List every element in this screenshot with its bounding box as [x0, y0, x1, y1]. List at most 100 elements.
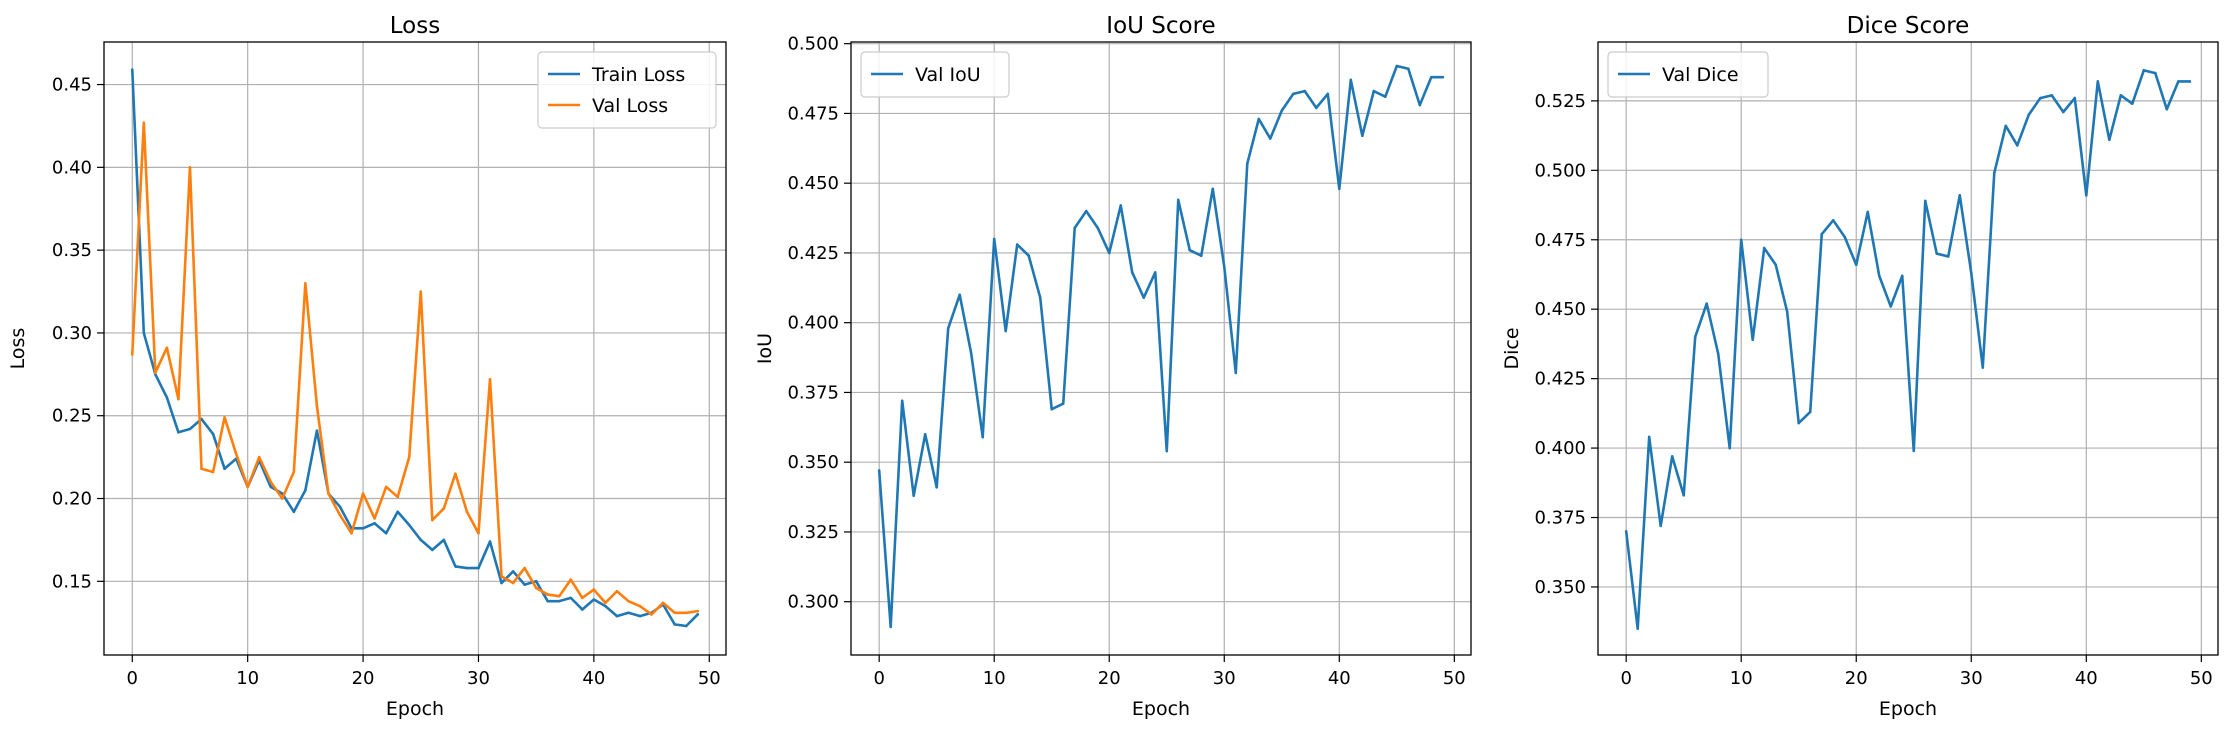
- x-tick-label: 40: [582, 668, 605, 689]
- data-point: [465, 510, 469, 514]
- data-point: [1073, 226, 1077, 230]
- data-point: [1004, 329, 1008, 333]
- data-point: [188, 427, 192, 431]
- data-point: [1946, 255, 1950, 258]
- data-point: [1808, 410, 1812, 414]
- data-point: [2073, 96, 2077, 100]
- data-point: [615, 589, 619, 593]
- data-point: [373, 517, 376, 520]
- data-point: [638, 614, 642, 618]
- y-tick-label: 0.475: [787, 103, 839, 124]
- legend-label: Val Loss: [592, 95, 668, 117]
- data-point: [604, 604, 607, 608]
- data-point: [246, 485, 249, 489]
- data-point: [350, 531, 353, 535]
- data-point: [2188, 80, 2192, 83]
- data-point: [1234, 371, 1238, 375]
- data-point: [2038, 96, 2042, 100]
- data-point: [2084, 194, 2088, 197]
- data-point: [431, 548, 434, 552]
- data-point: [1199, 254, 1203, 258]
- data-point: [615, 614, 619, 618]
- series-line-val-dice: [1624, 69, 2192, 630]
- data-point: [684, 624, 688, 628]
- data-point: [546, 599, 550, 603]
- axes-frame: [1597, 41, 2219, 656]
- data-point: [292, 510, 296, 514]
- y-tick-label: 0.450: [787, 173, 839, 194]
- data-point: [1165, 449, 1169, 453]
- data-point: [1981, 366, 1985, 369]
- data-point: [1797, 421, 1801, 425]
- data-point: [1636, 627, 1639, 630]
- data-point: [877, 469, 881, 472]
- data-point: [1326, 92, 1330, 96]
- data-point: [946, 326, 950, 330]
- data-point: [1084, 209, 1088, 213]
- data-point: [1314, 106, 1318, 110]
- data-point: [2050, 94, 2054, 97]
- data-point: [1361, 134, 1364, 138]
- data-point: [442, 507, 446, 510]
- data-point: [2108, 138, 2111, 142]
- y-tick-label: 0.475: [1534, 230, 1586, 251]
- data-point: [1337, 187, 1341, 191]
- data-point: [431, 518, 434, 522]
- data-point: [581, 596, 584, 600]
- chart-title: IoU Score: [1106, 13, 1215, 39]
- data-point: [142, 121, 146, 124]
- legend: Train Loss Val Loss: [537, 51, 717, 129]
- data-point: [534, 580, 538, 583]
- y-tick-label: 0.500: [787, 34, 839, 55]
- data-point: [1889, 305, 1893, 308]
- data-point: [1050, 407, 1054, 411]
- data-point: [223, 467, 226, 471]
- y-tick-label: 0.350: [787, 452, 839, 473]
- data-point: [142, 331, 146, 335]
- data-point: [1349, 78, 1353, 82]
- data-point: [234, 452, 238, 456]
- x-axis-label: Epoch: [386, 698, 444, 720]
- data-point: [1096, 226, 1100, 230]
- y-tick-label: 0.40: [52, 157, 92, 178]
- data-point: [627, 611, 630, 615]
- y-axis-label: Dice: [1501, 327, 1523, 369]
- data-point: [696, 609, 700, 613]
- y-tick-label: 0.375: [1534, 508, 1586, 529]
- y-tick-label: 0.20: [52, 489, 92, 510]
- data-point: [627, 599, 630, 603]
- y-tick-label: 0.450: [1534, 299, 1586, 320]
- y-tick-label: 0.25: [52, 406, 92, 427]
- data-point: [511, 581, 515, 585]
- data-point: [1647, 435, 1651, 439]
- data-point: [523, 583, 526, 586]
- x-tick-label: 0: [127, 668, 138, 689]
- data-point: [912, 494, 915, 497]
- data-point: [257, 455, 261, 459]
- data-point: [1900, 274, 1904, 278]
- data-point: [1923, 199, 1927, 203]
- y-axis-label: IoU: [754, 333, 776, 364]
- data-point: [396, 510, 399, 514]
- data-point: [592, 598, 596, 601]
- x-tick-label: 30: [1213, 668, 1236, 689]
- y-tick-label: 0.30: [52, 323, 92, 344]
- y-axis-label: Loss: [7, 328, 29, 370]
- data-point: [315, 429, 319, 432]
- x-tick-label: 10: [983, 668, 1006, 689]
- data-point: [638, 604, 642, 608]
- data-point: [557, 599, 561, 603]
- x-tick-label: 40: [1328, 668, 1351, 689]
- data-point: [1441, 75, 1445, 79]
- data-point: [1303, 89, 1307, 93]
- data-point: [1785, 310, 1789, 314]
- chart-title: Dice Score: [1847, 13, 1970, 39]
- data-point: [407, 455, 411, 459]
- data-point: [304, 281, 307, 285]
- data-point: [188, 166, 192, 169]
- data-point: [696, 613, 700, 616]
- y-tick-label: 0.425: [787, 243, 839, 264]
- data-point: [661, 601, 665, 605]
- legend-label: Train Loss: [591, 64, 685, 86]
- data-point: [2119, 94, 2123, 97]
